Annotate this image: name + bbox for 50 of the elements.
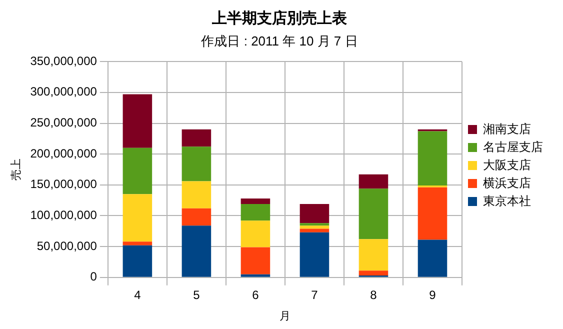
x-tick-label: 7 bbox=[311, 288, 318, 302]
chart-title: 上半期支店別売上表 bbox=[211, 9, 348, 28]
bar bbox=[240, 204, 270, 221]
legend-label: 横浜支店 bbox=[483, 176, 531, 190]
y-tick-label: 150,000,000 bbox=[30, 177, 98, 192]
y-tick-label: 100,000,000 bbox=[30, 208, 98, 222]
legend-label: 東京本社 bbox=[483, 194, 531, 208]
x-tick-label: 5 bbox=[193, 288, 200, 302]
bar bbox=[240, 198, 270, 204]
bar bbox=[182, 129, 212, 147]
bar bbox=[182, 208, 212, 226]
y-tick-label: 50,000,000 bbox=[36, 238, 98, 253]
bar bbox=[300, 226, 330, 229]
x-tick-label: 8 bbox=[370, 288, 378, 302]
chart-subtitle: 作成日 : 2011 年 10 月 7 日 bbox=[200, 33, 358, 48]
bar bbox=[122, 94, 152, 148]
bar bbox=[358, 270, 388, 276]
legend-label: 名古屋支店 bbox=[483, 140, 543, 154]
bar bbox=[300, 232, 330, 277]
bar bbox=[358, 188, 388, 240]
bar bbox=[122, 148, 152, 194]
y-axis-title: 売上 bbox=[10, 158, 23, 180]
bar bbox=[418, 240, 448, 277]
bar bbox=[240, 274, 270, 277]
y-tick-label: 0 bbox=[90, 270, 98, 284]
bar bbox=[240, 220, 270, 248]
bar bbox=[182, 181, 212, 208]
y-tick-label: 300,000,000 bbox=[30, 84, 98, 99]
y-tick-label: 250,000,000 bbox=[30, 116, 98, 130]
bar bbox=[358, 174, 388, 189]
x-tick-label: 6 bbox=[252, 288, 260, 302]
legend-label: 大阪支店 bbox=[483, 158, 531, 172]
bar bbox=[122, 194, 152, 242]
x-axis-title: 月 bbox=[279, 310, 290, 322]
bar bbox=[122, 245, 152, 277]
bar bbox=[300, 223, 330, 226]
bar bbox=[240, 247, 270, 274]
bar bbox=[182, 146, 212, 182]
x-tick-label: 9 bbox=[429, 288, 436, 302]
bar bbox=[182, 226, 212, 277]
y-tick-label: 200,000,000 bbox=[30, 146, 98, 160]
bar bbox=[300, 228, 330, 232]
bar bbox=[122, 242, 152, 246]
bar bbox=[418, 187, 448, 240]
x-tick-label: 4 bbox=[134, 288, 142, 302]
bar bbox=[418, 131, 448, 186]
legend-label: 湘南支店 bbox=[483, 122, 531, 136]
bar bbox=[300, 204, 330, 224]
bar bbox=[358, 239, 388, 271]
y-tick-label: 350,000,000 bbox=[30, 54, 98, 68]
